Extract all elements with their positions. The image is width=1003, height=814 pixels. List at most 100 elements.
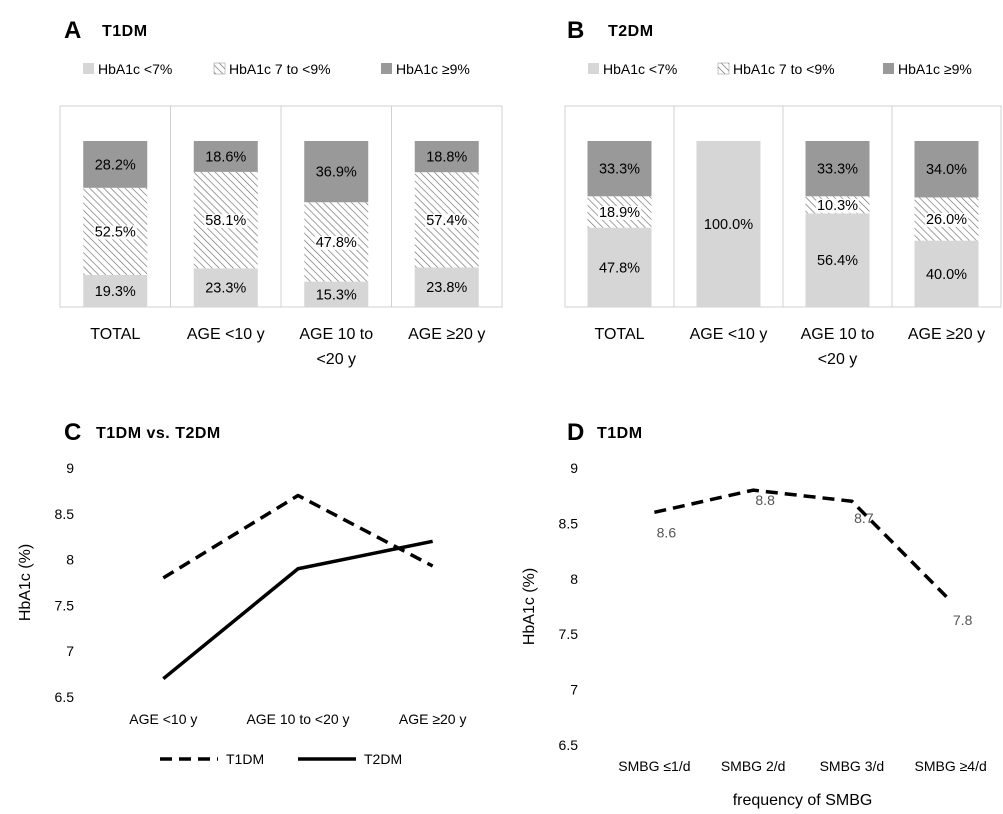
category-label-line: AGE 10 to — [299, 326, 373, 343]
bar-segment — [805, 213, 870, 307]
data-label: 33.3% — [599, 162, 640, 178]
category-label-line: AGE ≥20 y — [408, 326, 485, 343]
category-label: AGE <10 y — [187, 326, 265, 343]
bar-segment — [914, 240, 979, 307]
data-label: 18.9% — [599, 205, 640, 221]
y-tick-label: 8.5 — [55, 506, 75, 522]
bar-segment — [193, 268, 258, 307]
data-label: 52.5% — [95, 224, 136, 240]
label-backing — [425, 213, 469, 228]
legend-swatch — [717, 62, 730, 75]
data-label: 100.0% — [704, 217, 753, 233]
bar-segment — [587, 227, 652, 307]
panel-letter: C — [64, 419, 81, 446]
y-tick-label: 7 — [66, 643, 74, 659]
category-label-line: AGE <10 y — [187, 326, 265, 343]
category-label: AGE 10 to <20 y — [801, 326, 875, 368]
category-label-line: <20 y — [818, 351, 858, 368]
y-tick-label: 7.5 — [559, 626, 579, 642]
y-tick-label: 7.5 — [55, 597, 75, 613]
label-backing — [815, 198, 860, 213]
data-label: 47.8% — [316, 235, 357, 251]
category-label: TOTAL — [594, 326, 644, 343]
data-label: 57.4% — [426, 213, 467, 229]
category-label-line: AGE <10 y — [690, 326, 768, 343]
category-label: AGE <10 y — [690, 326, 768, 343]
category-label-line: AGE 10 to — [801, 326, 875, 343]
y-tick-label: 9 — [66, 460, 74, 476]
label-backing — [597, 205, 642, 220]
chart-title: T1DM vs. T2DM — [96, 425, 221, 442]
chart-title: T1DM — [597, 425, 643, 442]
bar-segment — [83, 274, 148, 307]
bar-segment — [304, 141, 369, 203]
data-label: 26.0% — [926, 212, 967, 228]
category-label-line: TOTAL — [90, 326, 140, 343]
x-tick-label: AGE 10 to <20 y — [246, 711, 349, 727]
category-label: AGE ≥20 y — [908, 326, 985, 343]
legend-label: HbA1c ≥9% — [898, 61, 972, 77]
category-label: AGE ≥20 y — [408, 326, 485, 343]
legend-swatch — [83, 63, 94, 74]
data-label: 28.2% — [95, 157, 136, 173]
legend-label: HbA1c ≥9% — [396, 61, 470, 77]
data-label: 47.8% — [599, 260, 640, 276]
legend-swatch — [588, 63, 599, 74]
data-label: 36.9% — [316, 165, 357, 181]
data-label: 56.4% — [817, 253, 858, 269]
data-label: 34.0% — [926, 162, 967, 178]
bar-segment — [805, 141, 870, 197]
legend-label: T1DM — [226, 751, 264, 767]
y-tick-label: 8 — [570, 571, 578, 587]
x-tick-label: AGE <10 y — [129, 711, 197, 727]
legend-label: T2DM — [364, 751, 402, 767]
data-label: 18.8% — [426, 150, 467, 166]
category-label-line: TOTAL — [594, 326, 644, 343]
y-tick-label: 6.5 — [559, 737, 579, 753]
data-label: 33.3% — [817, 162, 858, 178]
label-backing — [204, 214, 248, 229]
data-label: 40.0% — [926, 267, 967, 283]
bar-segment — [696, 141, 761, 307]
y-tick-label: 6.5 — [55, 689, 75, 705]
bar-segment — [414, 267, 479, 307]
chart-title: T2DM — [608, 23, 654, 40]
x-tick-label: SMBG 3/d — [820, 758, 885, 774]
data-label: 10.3% — [817, 198, 858, 214]
y-tick-label: 9 — [570, 460, 578, 476]
x-tick-label: AGE ≥20 y — [399, 711, 467, 727]
panel-letter: B — [567, 17, 584, 44]
data-label: 18.6% — [205, 149, 246, 165]
chart-title: T1DM — [102, 23, 148, 40]
legend-label: HbA1c 7 to <9% — [733, 61, 835, 77]
bar-segment — [914, 141, 979, 198]
data-label: 7.8 — [953, 612, 973, 628]
y-axis-title: HbA1c (%) — [17, 544, 34, 621]
data-label: 8.7 — [854, 510, 874, 526]
legend-swatch — [213, 62, 226, 75]
bar-segment — [587, 141, 652, 197]
legend-label: HbA1c 7 to <9% — [229, 61, 331, 77]
series-line-t1dm — [162, 493, 434, 580]
y-tick-label: 8 — [66, 552, 74, 568]
series-line-series — [653, 488, 952, 603]
y-tick-label: 7 — [570, 682, 578, 698]
x-tick-label: SMBG ≥4/d — [914, 758, 986, 774]
legend-swatch — [381, 63, 392, 74]
legend-label: HbA1c <7% — [603, 61, 677, 77]
legend-label: HbA1c <7% — [98, 61, 172, 77]
data-label: 8.6 — [657, 524, 677, 540]
category-label-line: <20 y — [316, 351, 356, 368]
x-tick-label: SMBG ≤1/d — [618, 758, 690, 774]
y-axis-title: HbA1c (%) — [521, 568, 538, 645]
category-label-line: AGE ≥20 y — [908, 326, 985, 343]
bar-segment — [83, 141, 148, 188]
bar-segment — [304, 281, 369, 307]
data-label: 8.8 — [755, 492, 775, 508]
data-label: 15.3% — [316, 287, 357, 303]
data-label: 23.3% — [205, 281, 246, 297]
data-label: 19.3% — [95, 284, 136, 300]
bar-segment — [414, 141, 479, 173]
category-label: TOTAL — [90, 326, 140, 343]
